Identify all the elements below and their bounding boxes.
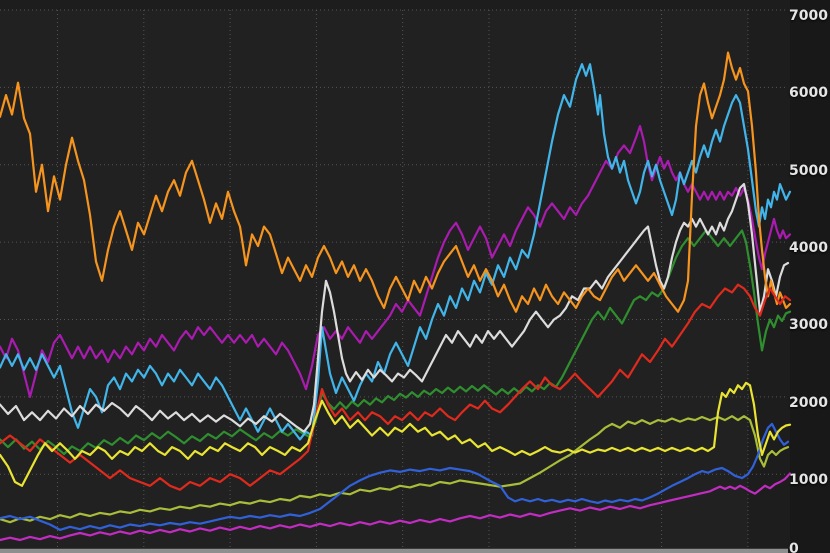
purple-line [0,124,792,398]
olive-line [0,415,790,524]
y-axis-label: 7000 [789,8,828,24]
green-line [0,229,792,456]
y-axis-label: 6000 [789,85,828,101]
y-axis[interactable]: 7000 6000 5000 4000 3000 2000 1000 0 [788,0,830,553]
orange-line [0,51,792,313]
y-axis-label: 0 [789,541,799,553]
blue-line [0,422,790,532]
horizontal-scrollbar[interactable] [0,548,788,553]
y-axis-label: 5000 [789,163,828,179]
yellow-line [0,381,792,487]
axis-gutter [790,0,830,553]
y-axis-label: 4000 [789,240,828,256]
y-axis-label: 2000 [789,395,828,411]
cyan-line [0,63,792,441]
magenta-line [0,472,792,542]
white-line [0,183,790,433]
plot-area [0,10,748,552]
y-axis-label: 3000 [789,317,828,333]
red-line [0,283,792,491]
y-axis-label: 1000 [789,472,828,488]
